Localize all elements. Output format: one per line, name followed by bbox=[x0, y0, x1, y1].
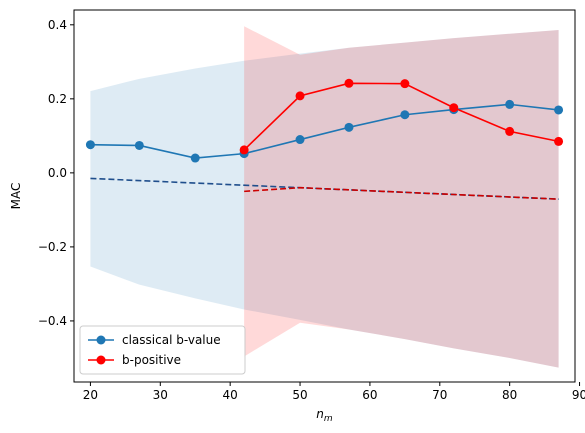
confidence-bands bbox=[90, 26, 559, 368]
data-point bbox=[344, 122, 354, 132]
legend: classical b-value b-positive bbox=[79, 325, 246, 375]
legend-label: b-positive bbox=[122, 353, 181, 367]
legend-item: classical b-value bbox=[88, 333, 221, 347]
confidence-band-0 bbox=[90, 29, 559, 368]
data-point bbox=[554, 136, 564, 146]
trend-lines bbox=[90, 177, 559, 200]
y-axis-ticks: −0.4 −0.2 0.0 0.2 0.4 bbox=[38, 18, 74, 328]
y-tick-label: 0.2 bbox=[48, 92, 67, 106]
x-axis-label: nm bbox=[316, 407, 333, 424]
series-1 bbox=[239, 78, 564, 155]
data-point bbox=[190, 153, 200, 163]
x-tick-label: 30 bbox=[153, 388, 168, 402]
x-tick-label: 50 bbox=[292, 388, 307, 402]
x-tick-label: 60 bbox=[362, 388, 377, 402]
data-point bbox=[295, 135, 305, 145]
data-point bbox=[239, 145, 249, 155]
legend-box bbox=[79, 325, 246, 375]
x-tick-label: 40 bbox=[223, 388, 238, 402]
confidence-band-1 bbox=[244, 26, 559, 368]
trend-line-1 bbox=[244, 186, 559, 200]
data-point bbox=[134, 140, 144, 150]
data-point bbox=[554, 105, 564, 115]
y-tick-label: 0.0 bbox=[48, 166, 67, 180]
data-series bbox=[85, 78, 564, 163]
data-point bbox=[344, 78, 354, 88]
x-tick-label: 80 bbox=[502, 388, 517, 402]
data-point bbox=[505, 126, 515, 136]
data-point bbox=[400, 110, 410, 120]
legend-marker bbox=[96, 355, 106, 365]
data-point bbox=[449, 103, 459, 113]
data-point bbox=[85, 140, 95, 150]
data-point bbox=[400, 79, 410, 89]
data-point bbox=[505, 99, 515, 109]
legend-label: classical b-value bbox=[122, 333, 221, 347]
series-line bbox=[90, 103, 559, 159]
y-axis-label: MAC bbox=[9, 183, 23, 210]
y-tick-label: 0.4 bbox=[48, 18, 67, 32]
series-0 bbox=[85, 99, 564, 163]
x-axis-ticks: 20 30 40 50 60 70 80 90 bbox=[83, 382, 585, 402]
x-axis-label-subscript: m bbox=[324, 414, 333, 424]
legend-item: b-positive bbox=[88, 353, 181, 367]
y-tick-label: −0.4 bbox=[38, 314, 67, 328]
plot-frame bbox=[73, 9, 576, 383]
x-axis-label-main: n bbox=[316, 407, 324, 421]
legend-marker bbox=[96, 335, 106, 345]
y-tick-label: −0.2 bbox=[38, 240, 67, 254]
x-tick-label: 90 bbox=[572, 388, 585, 402]
x-tick-label: 20 bbox=[83, 388, 98, 402]
x-tick-label: 70 bbox=[432, 388, 447, 402]
data-point bbox=[295, 91, 305, 101]
